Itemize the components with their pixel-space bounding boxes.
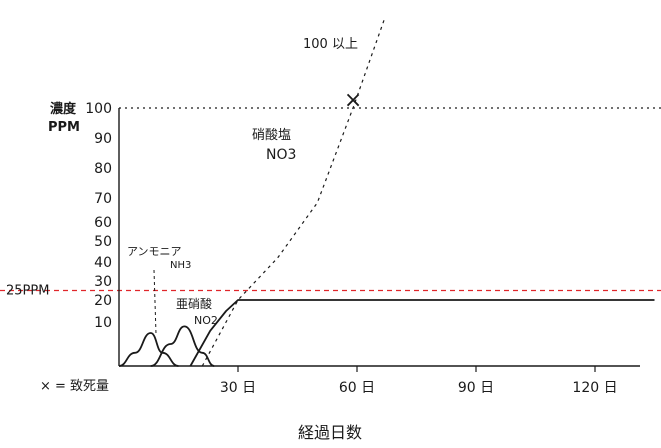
markers: ×	[344, 88, 362, 113]
y-tick-label-10: 10	[94, 315, 112, 331]
y-tick-label-90: 90	[94, 131, 112, 147]
annotation-nitrite-sub: NO2	[194, 314, 218, 327]
annotation-nitrate-main: 硝酸塩	[252, 128, 291, 143]
series-line-3	[190, 300, 654, 366]
reference-label-25ppm: 25PPM	[6, 284, 49, 299]
y-tick-label-70: 70	[94, 191, 112, 207]
y-tick-label-60: 60	[94, 215, 112, 231]
y-tick-label-20: 20	[94, 293, 112, 309]
annotation-ammonia-main: アンモニア	[127, 245, 182, 258]
x-tick-label-120: 120 日	[572, 380, 617, 396]
x-tick-label-30: 30 日	[220, 380, 256, 396]
annotation-nitrite-main: 亜硝酸	[176, 296, 212, 311]
series-line-1	[119, 333, 179, 366]
annotation-nitrate-sub: NO3	[266, 147, 296, 163]
ammonia-leader-line	[154, 270, 156, 334]
y-axis-title-line2: PPM	[48, 120, 80, 135]
lethal-dose-note: × = 致死量	[40, 379, 109, 394]
x-tick-label-90: 90 日	[458, 380, 494, 396]
y-tick-label-30: 30	[94, 274, 112, 290]
x-ticks: 30 日 60 日 90 日 120 日	[220, 366, 618, 396]
y-tick-label-80: 80	[94, 161, 112, 177]
y-tick-label-50: 50	[94, 234, 112, 250]
y-tick-label-100: 100	[85, 101, 112, 117]
annotation-over100: 100 以上	[303, 37, 358, 52]
y-tick-label-40: 40	[94, 255, 112, 271]
y-axis-title-line1: 濃度	[50, 101, 77, 117]
lethal-marker-1: ×	[344, 88, 362, 113]
annotation-ammonia-sub: NH3	[170, 260, 191, 271]
x-axis-title: 経過日数	[298, 423, 362, 442]
y-ticks: 10 20 30 40 50 60 70 80 90 100	[85, 101, 112, 331]
x-tick-label-60: 60 日	[339, 380, 375, 396]
series-line-4	[202, 18, 384, 366]
series-line-2	[151, 326, 215, 366]
